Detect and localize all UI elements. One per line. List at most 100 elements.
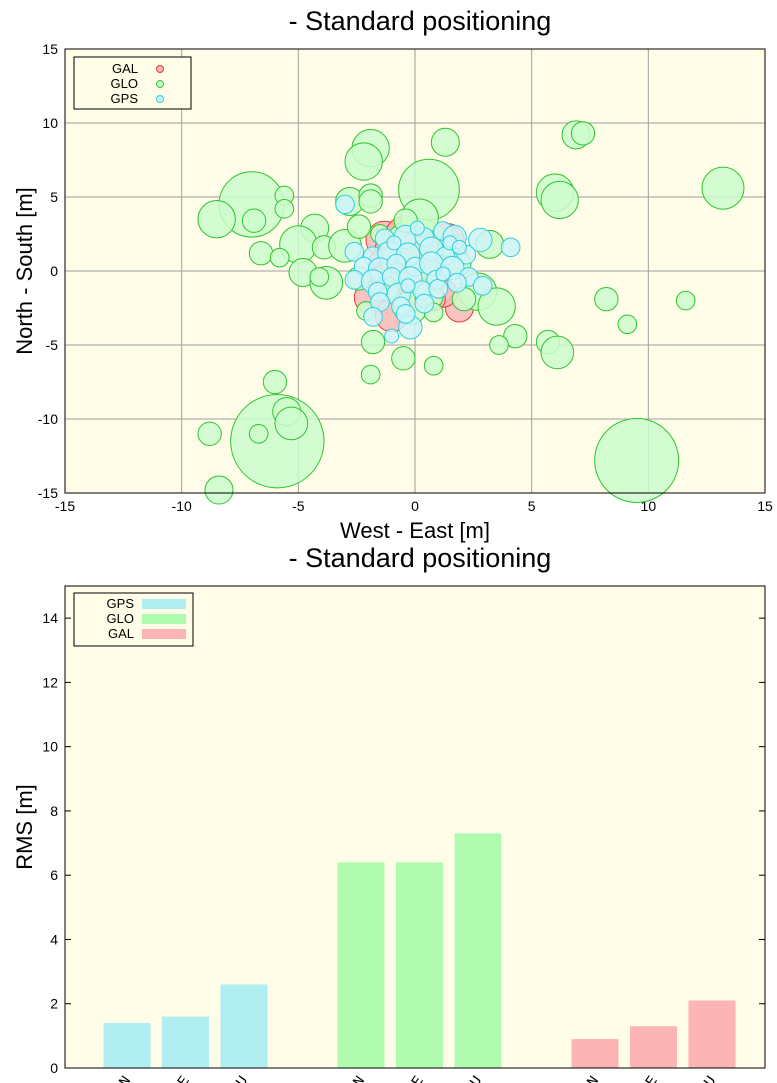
- scatter-point: [451, 239, 467, 255]
- scatter-point: [197, 421, 222, 446]
- scatter-point: [701, 166, 745, 210]
- bar: [337, 862, 385, 1068]
- scatter-point: [274, 199, 295, 219]
- bar-category-label: GLO: E: [383, 1073, 428, 1083]
- scatter-point: [414, 293, 435, 314]
- bar-legend-label: GPS: [107, 596, 135, 611]
- scatter-chart: - Standard positioning -15 -10 -5 0 5 10 15 -15…: [12, 6, 773, 543]
- bar-y-tick-label: 12: [42, 674, 58, 690]
- bar: [454, 833, 502, 1068]
- bar-legend-swatch: [142, 614, 186, 624]
- scatter-x-tick-label: 0: [411, 498, 419, 514]
- scatter-y-tick-label: 0: [50, 263, 58, 279]
- scatter-point: [489, 335, 509, 355]
- scatter-point: [540, 180, 579, 220]
- scatter-y-tick-label: -10: [38, 411, 58, 427]
- scatter-legend-box: [73, 56, 192, 110]
- bar-legend-swatch: [142, 629, 186, 639]
- scatter-point: [241, 208, 267, 233]
- scatter-point: [477, 287, 516, 326]
- bar-y-axis-label: RMS [m]: [12, 784, 37, 870]
- scatter-legend-label: GLO: [111, 76, 138, 91]
- scatter-point: [248, 423, 269, 444]
- bar-category-label: GAL: E: [617, 1073, 662, 1083]
- bar-y-tick-label: 2: [50, 996, 58, 1012]
- scatter-point: [309, 267, 330, 287]
- scatter-point: [472, 275, 493, 296]
- scatter-x-tick-label: 15: [757, 498, 773, 514]
- bar: [396, 862, 443, 1068]
- scatter-point: [197, 200, 236, 239]
- bar: [571, 1039, 619, 1068]
- scatter-x-tick-label: -5: [292, 498, 305, 514]
- scatter-points: [197, 120, 745, 505]
- scatter-point: [540, 335, 575, 370]
- scatter-point: [335, 194, 355, 215]
- bar-category-label: GPS: N: [90, 1073, 135, 1083]
- bar-title: - Standard positioning: [289, 543, 552, 573]
- bar-bars: [103, 833, 736, 1068]
- scatter-point: [435, 266, 451, 282]
- scatter-point: [503, 323, 528, 349]
- scatter-point: [594, 417, 680, 503]
- scatter-point: [617, 314, 638, 335]
- scatter-y-tick-label: -15: [38, 485, 58, 501]
- bar-category-label: GLO: N: [324, 1073, 369, 1083]
- scatter-x-tick-label: 5: [528, 498, 536, 514]
- scatter-point: [346, 214, 372, 239]
- scatter-point: [570, 121, 596, 146]
- scatter-x-axis-label: West - East [m]: [340, 518, 490, 543]
- scatter-point: [274, 406, 309, 441]
- scatter-legend-marker: [156, 80, 164, 88]
- scatter-point: [204, 475, 234, 505]
- bar-y-tick-label: 14: [42, 610, 58, 626]
- bar-legend-swatch: [142, 599, 186, 609]
- bar-y-tick-label: 8: [50, 803, 58, 819]
- scatter-legend-marker: [156, 95, 164, 103]
- bar-y-tick-label: 6: [50, 867, 58, 883]
- scatter-point: [395, 304, 416, 324]
- scatter-point: [360, 364, 381, 385]
- scatter-point: [430, 127, 460, 157]
- scatter-point: [391, 346, 416, 371]
- bar: [220, 984, 268, 1068]
- scatter-point: [500, 237, 521, 258]
- bar-category-label: GAL: U: [675, 1073, 720, 1083]
- bar-legend-label: GAL: [108, 626, 134, 641]
- scatter-point: [384, 328, 400, 344]
- scatter-point: [269, 247, 290, 268]
- scatter-y-tick-label: -5: [46, 337, 59, 353]
- scatter-point: [423, 355, 444, 376]
- bar-category-label: GPS: E: [149, 1073, 194, 1083]
- scatter-point: [344, 142, 383, 181]
- bar-y-tick-label: 10: [42, 739, 58, 755]
- scatter-point: [468, 227, 493, 253]
- bar: [630, 1026, 677, 1068]
- scatter-legend-marker: [156, 65, 164, 73]
- scatter-point: [594, 286, 619, 312]
- scatter-y-tick-label: 10: [42, 115, 58, 131]
- bar-category-label: GPS: U: [207, 1073, 252, 1083]
- scatter-plot-frame: [64, 48, 766, 494]
- scatter-y-tick-label: 15: [42, 41, 58, 57]
- scatter-point: [360, 329, 386, 355]
- bar-ticks: 0 2 4 6 8 10 12 14: [42, 610, 765, 1076]
- scatter-point: [400, 278, 416, 294]
- scatter-x-tick-label: -10: [172, 498, 192, 514]
- bar-category-label: GAL: N: [558, 1073, 603, 1083]
- scatter-point: [358, 189, 383, 214]
- scatter-point: [262, 369, 288, 395]
- bar: [162, 1016, 209, 1068]
- scatter-point: [386, 235, 402, 251]
- scatter-point: [447, 273, 467, 293]
- scatter-y-tick-label: 5: [50, 189, 58, 205]
- scatter-point: [363, 307, 383, 327]
- scatter-point: [344, 241, 365, 262]
- scatter-legend-label: GAL: [112, 61, 138, 76]
- bar-category-label: GLO: U: [441, 1073, 486, 1083]
- bar: [688, 1000, 736, 1068]
